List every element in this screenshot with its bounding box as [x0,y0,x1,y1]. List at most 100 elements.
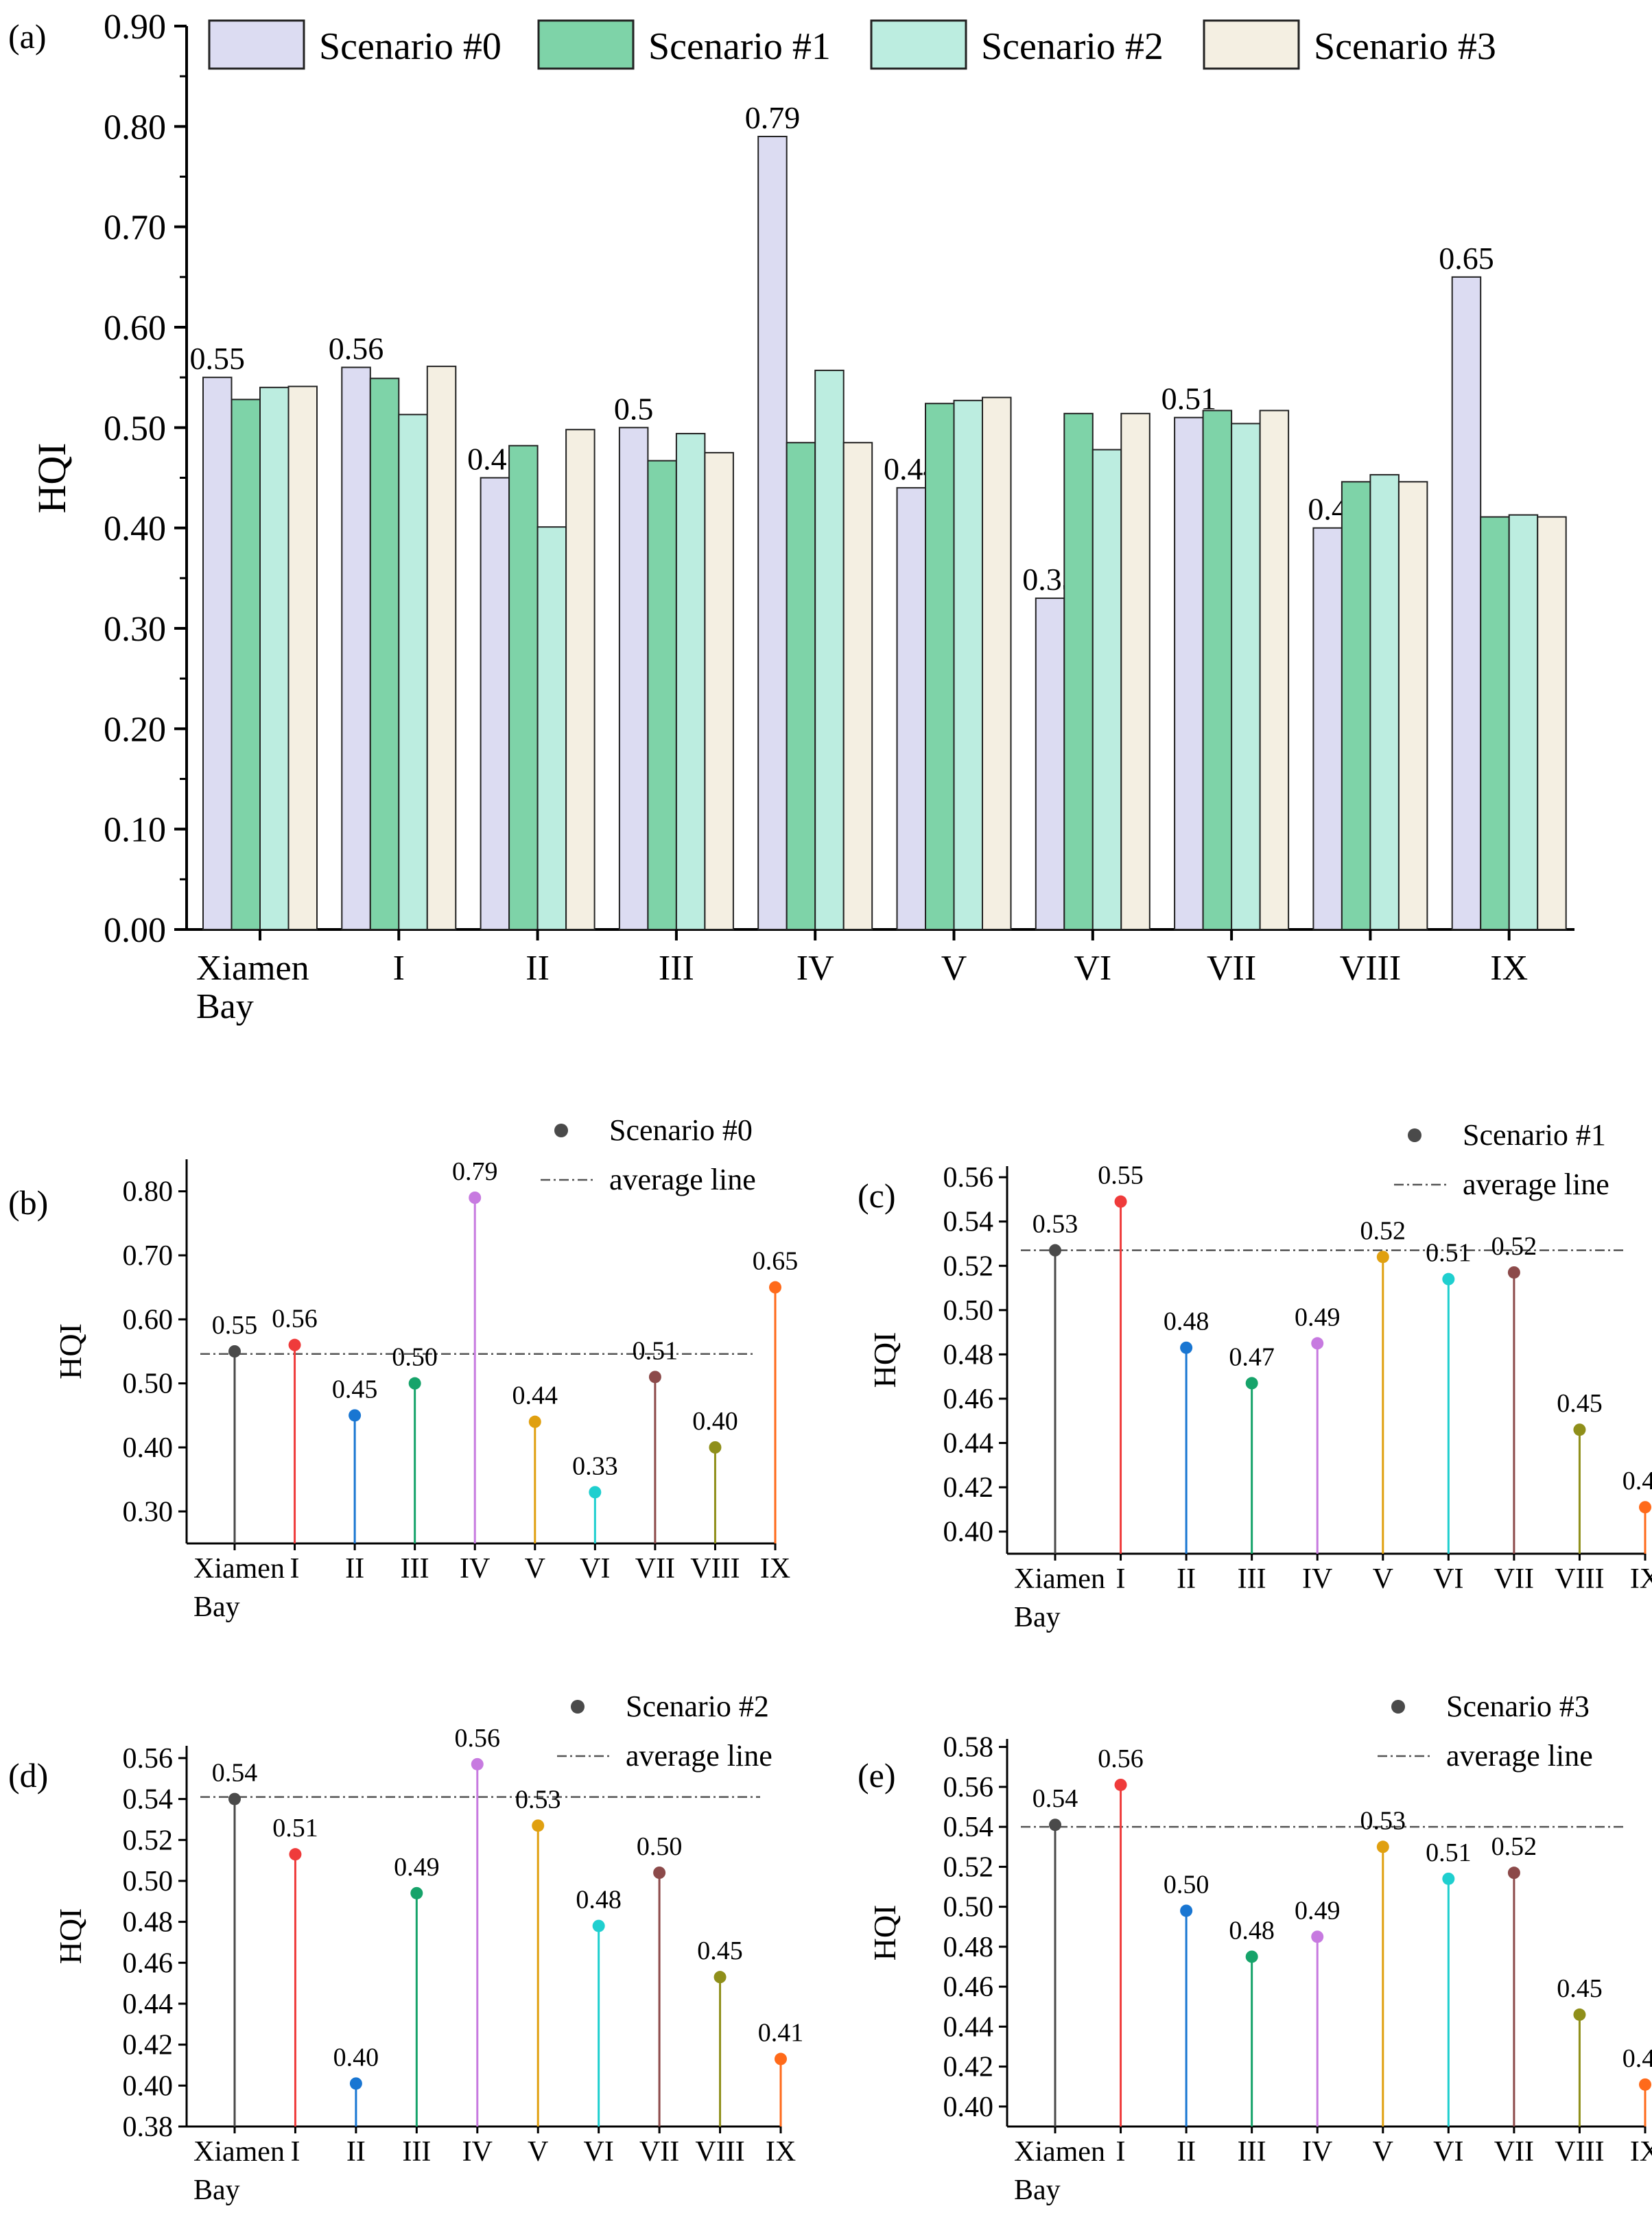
panel-d-ylabel: HQI [53,1908,88,1965]
panel-b-xtick-label: V [525,1553,545,1585]
panel-d-xtick-label: V [528,2136,548,2168]
panel-a-bar [1035,597,1065,930]
panel-a-bar [1202,410,1233,930]
panel-a-bar [842,442,873,930]
panel-a-bar [953,399,983,930]
panel-e-legend-series: Scenario #3 [1446,1690,1590,1723]
panel-a-bar [786,442,816,930]
panel-b-point [769,1281,781,1294]
panel-e-point [1180,1904,1193,1917]
panel-e-ytick-label: 0.56 [943,1772,994,1803]
panel-d-ytick-label: 0.40 [123,2070,174,2102]
panel-e-value-label: 0.45 [1557,1974,1603,2003]
panel-c-value-label: 0.52 [1360,1216,1406,1245]
panel-c-ytick-label: 0.40 [943,1517,994,1548]
panel-a-xtick-label: Bay [196,987,254,1026]
panel-a-bar [565,429,595,930]
panel-a-bar [1451,276,1482,931]
panel-b-xtick-label: VI [580,1553,610,1585]
panel-d-xtick-label: IV [462,2136,493,2168]
panel-c-ytick-label: 0.50 [943,1295,994,1327]
panel-b-xtick-label: VII [635,1553,675,1585]
panel-a-value-label: 0.55 [190,341,246,376]
panel-e-xtick-label: IV [1302,2136,1332,2168]
panel-a-bar [536,526,567,930]
panel-b-value-label: 0.45 [332,1375,378,1403]
panel-a-xtick-label: IV [796,949,834,988]
panel-d-value-label: 0.50 [637,1832,683,1861]
panel-c-xtick-label: IV [1302,1563,1332,1595]
panel-e-xtick-label: Bay [1014,2175,1061,2206]
panel-d-legend-average: average line [626,1739,772,1773]
panel-a-value-label: 0.5 [614,391,654,426]
panel-e-value-label: 0.51 [1426,1838,1472,1867]
panel-b-point [709,1441,722,1454]
panel-d-xtick-label: IX [766,2136,796,2168]
panel-a-bar [508,445,539,930]
panel-c-ytick-label: 0.46 [943,1384,994,1415]
panel-d-xtick-label: Xiamen [193,2136,285,2168]
panel-a-legend-label: Scenario #1 [648,25,831,68]
panel-a-legend-swatch [208,19,305,70]
panel-e-legend-average: average line [1446,1739,1593,1773]
panel-c-point [1311,1337,1324,1350]
panel-e-value-label: 0.50 [1164,1870,1210,1899]
panel-d-ytick-label: 0.50 [123,1866,174,1897]
panel-a-bar [1480,516,1510,930]
panel-c-xtick-label: Bay [1014,1602,1061,1633]
panel-a-bar [341,366,371,930]
panel-b-ylabel: HQI [53,1323,88,1379]
panel-b-legend-series: Scenario #0 [609,1113,753,1147]
panel-a-ytick-label: 0.80 [104,108,166,147]
panel-a-legend-label: Scenario #2 [981,25,1164,68]
panel-c-ytick-label: 0.42 [943,1472,994,1504]
panel-a-ytick-label: 0.50 [104,409,166,448]
panel-c-value-label: 0.51 [1426,1239,1472,1268]
panel-a-bar [618,427,649,930]
panel-c-value-label: 0.47 [1229,1342,1275,1371]
panel-d-point [713,1971,727,1984]
panel-a-ytick-label: 0.70 [104,209,166,248]
panel-c-xtick-label: Xiamen [1014,1563,1105,1595]
panel-c-xtick-label: VI [1433,1563,1463,1595]
panel-d-xtick-label: VIII [695,2136,744,2168]
panel-b-xtick-label: VIII [690,1553,740,1585]
panel-b-value-label: 0.56 [272,1305,318,1334]
panel-b-xtick-label: Bay [193,1591,240,1623]
panel-a-bar [1063,412,1094,930]
panel-e-xtick-label: VII [1494,2136,1534,2168]
panel-b-xtick-label: III [401,1553,429,1585]
panel-d-point [532,1819,545,1832]
panel-b-value-label: 0.33 [572,1452,618,1480]
panel-d-legend-marker [571,1700,585,1714]
panel-c-tag: (c) [858,1176,896,1215]
panel-d-xtick-label: VII [639,2136,679,2168]
panel-b-value-label: 0.51 [633,1336,678,1365]
panel-e-ytick-label: 0.42 [943,2052,994,2083]
panel-a-bar [231,399,261,930]
panel-b-xtick-label: IX [760,1553,790,1585]
panel-a-xtick-label: VII [1207,949,1256,988]
panel-d-ytick-label: 0.38 [123,2111,174,2143]
panel-a-bar [259,386,290,930]
panel-a-bar [369,377,400,930]
panel-c-xtick-label: I [1116,1563,1126,1595]
panel-e-ytick-label: 0.48 [943,1932,994,1963]
panel-e-xtick-label: VIII [1555,2136,1604,2168]
panel-c-value-label: 0.45 [1557,1389,1603,1418]
panel-a-bar [1508,514,1539,930]
panel-c-ytick-label: 0.56 [943,1162,994,1194]
panel-d-xtick-label: Bay [193,2175,240,2206]
panel-b-value-label: 0.55 [212,1311,258,1340]
panel-a-bar [1231,423,1261,930]
panel-e-ylabel: HQI [867,1905,902,1961]
panel-a-bar [925,403,955,930]
panel-a-bar [757,135,788,930]
panel-e-value-label: 0.54 [1032,1784,1078,1813]
panel-b-point [408,1377,421,1390]
panel-a-bar [982,396,1012,930]
panel-b-ytick-label: 0.60 [123,1304,174,1336]
panel-e-point [1311,1930,1324,1943]
panel-a-bar [1312,527,1343,930]
panel-a-bar [675,433,706,930]
